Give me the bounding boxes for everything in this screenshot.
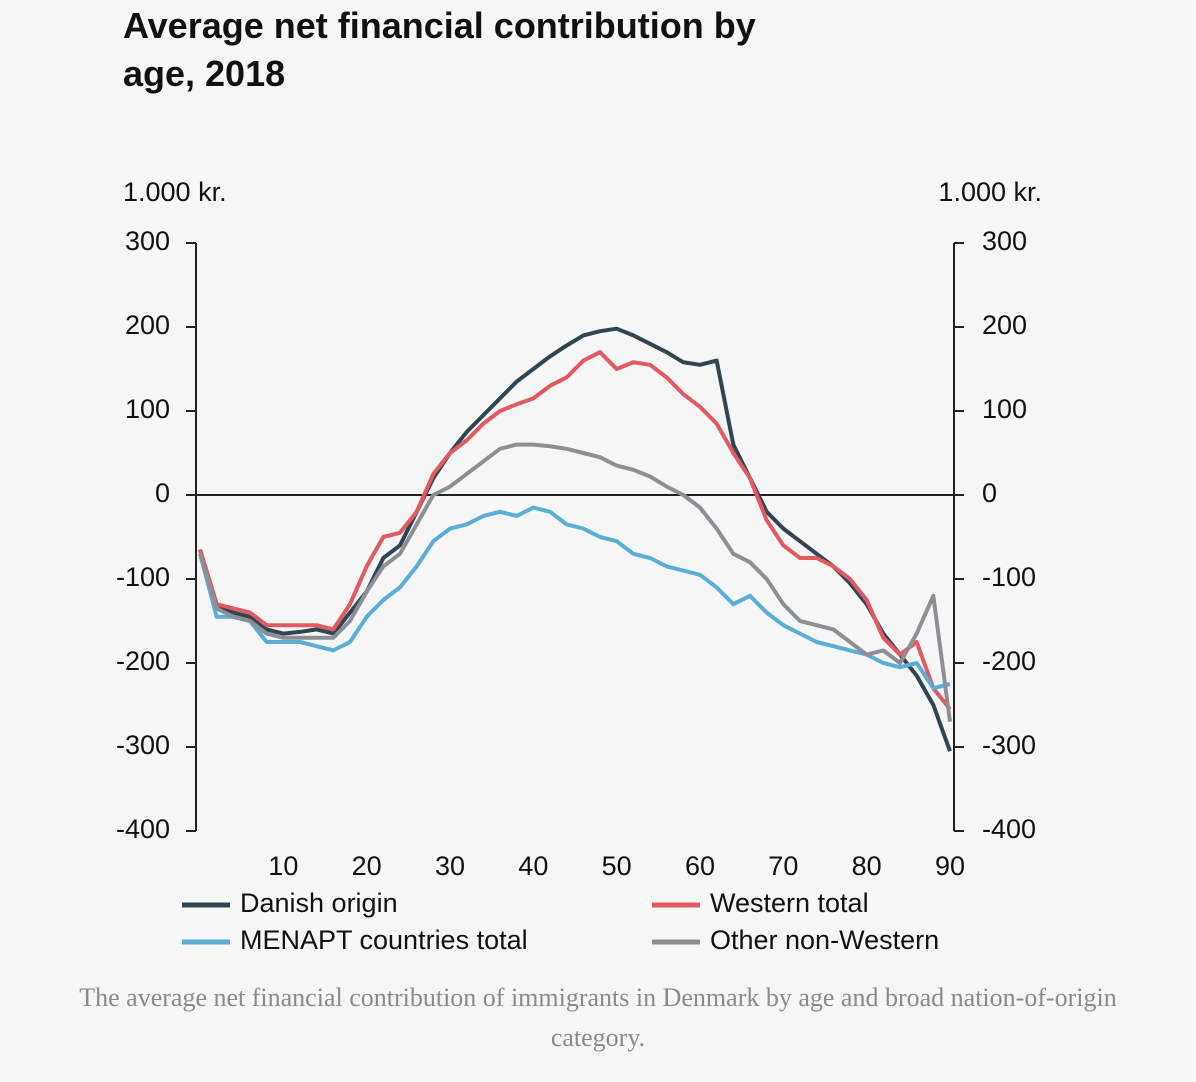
x-tick-label: 30 [435, 851, 465, 881]
y2-tick-label: 200 [982, 310, 1027, 340]
y-tick-label: 300 [125, 226, 170, 256]
x-tick-label: 20 [352, 851, 382, 881]
chart-title: Average net financial contribution by ag… [123, 5, 756, 94]
x-tick-label: 80 [852, 851, 882, 881]
y-tick-label: -100 [116, 562, 170, 592]
series-line [198, 442, 952, 723]
y-tick-label: -200 [116, 646, 170, 676]
y-tick-label: -300 [116, 730, 170, 760]
y-tick-label: 100 [125, 394, 170, 424]
x-tick-label: 50 [602, 851, 632, 881]
caption: The average net financial contribution o… [79, 983, 1117, 1052]
series-line [198, 350, 952, 711]
legend-label: Western total [710, 888, 869, 918]
y2-tick-label: -300 [982, 730, 1036, 760]
y2-tick-label: -100 [982, 562, 1036, 592]
legend-label: Other non-Western [710, 925, 939, 955]
series-line [198, 326, 952, 752]
x-tick-label: 70 [768, 851, 798, 881]
y2-axis-label: 1.000 kr. [938, 177, 1042, 207]
x-tick-label: 40 [518, 851, 548, 881]
y-tick-label: 0 [155, 478, 170, 508]
x-tick-label: 60 [685, 851, 715, 881]
y2-tick-label: 0 [982, 478, 997, 508]
y2-tick-label: -200 [982, 646, 1036, 676]
x-tick-label: 10 [268, 851, 298, 881]
y2-tick-label: -400 [982, 814, 1036, 844]
legend-label: MENAPT countries total [240, 925, 528, 955]
series-line [198, 505, 951, 691]
x-tick-label: 90 [935, 851, 965, 881]
y-tick-label: 200 [125, 310, 170, 340]
y-axis-label: 1.000 kr. [123, 177, 227, 207]
legend-label: Danish origin [240, 888, 398, 918]
y2-tick-label: 100 [982, 394, 1027, 424]
y-tick-label: -400 [116, 814, 170, 844]
y2-tick-label: 300 [982, 226, 1027, 256]
